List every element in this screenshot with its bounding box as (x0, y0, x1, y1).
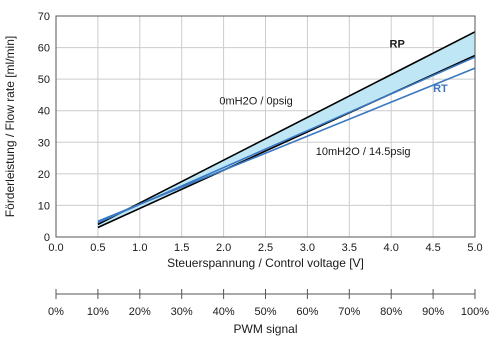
x-tick-label: 4.5 (425, 242, 440, 254)
series-line-rt-lower (97, 67, 476, 222)
x-tick-label: 3.5 (342, 242, 357, 254)
series-line-rp-upper (97, 31, 476, 226)
pwm-tick-labels: 0% 10% 20% 30% 40% 50% 60% 70% 80% 90% 100% (48, 306, 489, 318)
y-tick-labels: 0 10 20 30 40 50 60 70 (38, 11, 50, 244)
y-tick-label: 10 (38, 200, 50, 212)
pwm-tick-label: 50% (254, 306, 276, 318)
x-tick-label: 5.0 (467, 242, 482, 254)
y-tick-label: 50 (38, 74, 50, 86)
y-tick-label: 40 (38, 106, 50, 118)
lower-condition-label: 10mH2O / 14.5psig (316, 146, 411, 158)
y-axis-label: Förderleistung / Flow rate [ml/min] (3, 36, 17, 217)
x-tick-label: 2.0 (216, 242, 231, 254)
series-lines (97, 31, 476, 229)
upper-condition-label: 0mH2O / 0psig (219, 95, 292, 107)
x-tick-label: 1.5 (174, 242, 189, 254)
x-axis-label: Steuerspannung / Control voltage [V] (167, 256, 364, 270)
x-tick-label: 4.0 (384, 242, 399, 254)
x-tick-label: 1.0 (132, 242, 147, 254)
pwm-tick-label: 10% (87, 306, 109, 318)
pwm-tick-label: 0% (48, 306, 64, 318)
pwm-tick-label: 90% (422, 306, 444, 318)
rp-label: RP (390, 39, 405, 51)
x-tick-label: 3.0 (300, 242, 315, 254)
pwm-tick-label: 60% (296, 306, 318, 318)
pwm-axis-label: PWM signal (233, 322, 297, 336)
x-tick-label: 0.0 (48, 242, 63, 254)
x-tick-label: 0.5 (90, 242, 105, 254)
pwm-tick-label: 40% (213, 306, 235, 318)
y-tick-label: 30 (38, 137, 50, 149)
x-tick-labels: 0.0 0.5 1.0 1.5 2.0 2.5 3.0 3.5 4.0 4.5 5.0 (48, 242, 482, 254)
pwm-tick-marks (55, 289, 476, 299)
pwm-tick-label: 30% (171, 306, 193, 318)
pwm-tick-label: 70% (338, 306, 360, 318)
y-tick-label: 70 (38, 11, 50, 23)
pwm-tick-label: 20% (129, 306, 151, 318)
pwm-tick-label: 80% (380, 306, 402, 318)
y-tick-label: 60 (38, 43, 50, 55)
y-tick-label: 0 (44, 232, 50, 244)
x-tick-label: 2.5 (258, 242, 273, 254)
rt-label: RT (433, 83, 448, 95)
plot-frame (55, 15, 476, 238)
pwm-tick-label: 100% (461, 306, 489, 318)
y-tick-label: 20 (38, 169, 50, 181)
